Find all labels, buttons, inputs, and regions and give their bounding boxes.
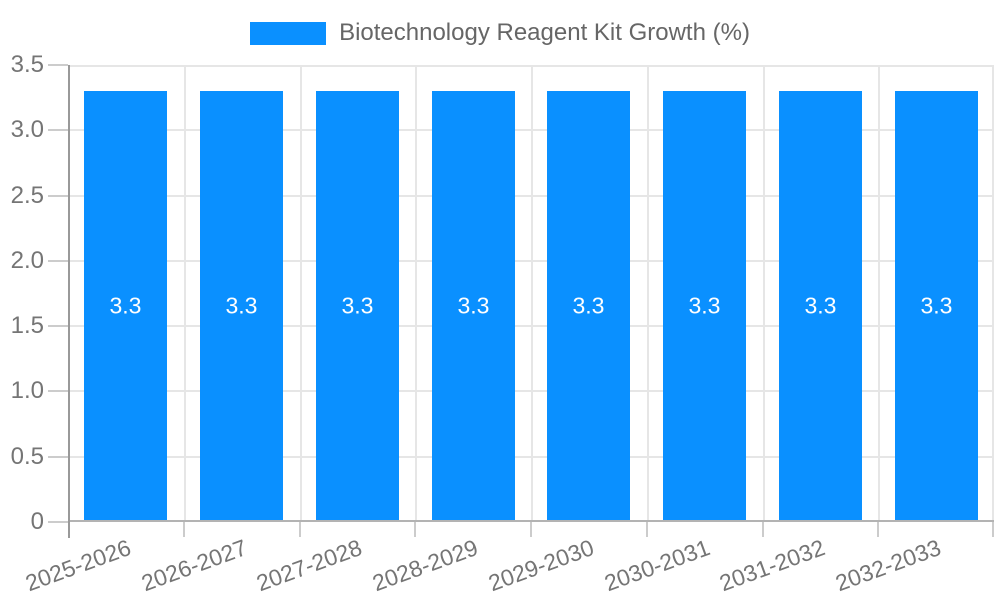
x-tick-label: 2030-2031 bbox=[600, 534, 714, 597]
y-axis-tick bbox=[48, 455, 68, 458]
gridline-vertical bbox=[878, 65, 880, 522]
gridline-vertical bbox=[184, 65, 186, 522]
bar-value-label: 3.3 bbox=[920, 292, 953, 318]
gridline-vertical bbox=[415, 65, 417, 522]
legend[interactable]: Biotechnology Reagent Kit Growth (%) bbox=[0, 18, 1000, 48]
y-tick-label: 1.0 bbox=[10, 377, 44, 405]
gridline-vertical bbox=[300, 65, 302, 522]
x-tick-label: 2031-2032 bbox=[715, 534, 829, 597]
bar-value-label: 3.3 bbox=[688, 292, 721, 318]
y-axis-tick bbox=[48, 194, 68, 197]
y-axis-line bbox=[68, 65, 70, 538]
x-axis-line bbox=[68, 520, 994, 522]
x-axis-tick bbox=[877, 522, 879, 537]
bar-value-label: 3.3 bbox=[457, 292, 490, 318]
bar: 3.3 bbox=[432, 91, 515, 520]
y-tick-label: 3.5 bbox=[10, 51, 44, 78]
gridline-vertical bbox=[992, 65, 994, 522]
x-axis-tick bbox=[414, 522, 416, 537]
gridline-vertical bbox=[763, 65, 765, 522]
bar-value-label: 3.3 bbox=[109, 292, 142, 318]
y-axis-tick bbox=[48, 325, 68, 328]
y-tick-label: 2.0 bbox=[10, 246, 44, 274]
x-tick-label: 2032-2033 bbox=[831, 534, 945, 597]
y-axis-tick bbox=[48, 521, 68, 523]
y-axis-tick bbox=[48, 129, 68, 132]
y-axis-tick bbox=[48, 64, 68, 66]
plot-area: 0 0.5 1.0 1.5 2.0 2.5 3.0 3.5 3.3 3.3 3.3 3.3 3.3 3.3… bbox=[11, 53, 994, 596]
x-axis-tick bbox=[646, 522, 648, 537]
y-tick-label: 3.0 bbox=[10, 116, 44, 144]
x-axis-tick bbox=[530, 522, 532, 537]
legend-label: Biotechnology Reagent Kit Growth (%) bbox=[339, 19, 750, 46]
y-tick-label: 2.5 bbox=[10, 181, 44, 209]
x-tick-label: 2025-2026 bbox=[21, 534, 135, 597]
x-tick-label: 2027-2028 bbox=[252, 534, 366, 597]
x-axis-tick bbox=[183, 522, 185, 537]
gridline-vertical bbox=[647, 65, 649, 522]
bar-value-label: 3.3 bbox=[804, 292, 837, 318]
x-axis-tick bbox=[992, 522, 994, 537]
x-tick-label: 2029-2030 bbox=[484, 534, 598, 597]
y-tick-label: 1.5 bbox=[10, 312, 44, 340]
bar: 3.3 bbox=[895, 91, 978, 520]
x-axis-tick bbox=[762, 522, 764, 537]
x-tick-label: 2028-2029 bbox=[368, 534, 482, 597]
x-tick-label: 2026-2027 bbox=[137, 534, 251, 597]
bar-value-label: 3.3 bbox=[341, 292, 374, 318]
y-tick-label: 0.5 bbox=[10, 442, 44, 470]
bar: 3.3 bbox=[663, 91, 746, 520]
x-axis-tick bbox=[299, 522, 301, 537]
bar: 3.3 bbox=[779, 91, 862, 520]
bar: 3.3 bbox=[316, 91, 399, 520]
y-axis-tick bbox=[48, 259, 68, 262]
bar-value-label: 3.3 bbox=[225, 292, 258, 318]
bar: 3.3 bbox=[84, 91, 167, 520]
y-axis-tick bbox=[48, 390, 68, 393]
y-tick-label: 0 bbox=[30, 508, 44, 535]
bar-value-label: 3.3 bbox=[572, 292, 605, 318]
bar: 3.3 bbox=[547, 91, 630, 520]
bar: 3.3 bbox=[200, 91, 283, 520]
gridline-vertical bbox=[531, 65, 533, 522]
legend-swatch bbox=[250, 21, 327, 45]
